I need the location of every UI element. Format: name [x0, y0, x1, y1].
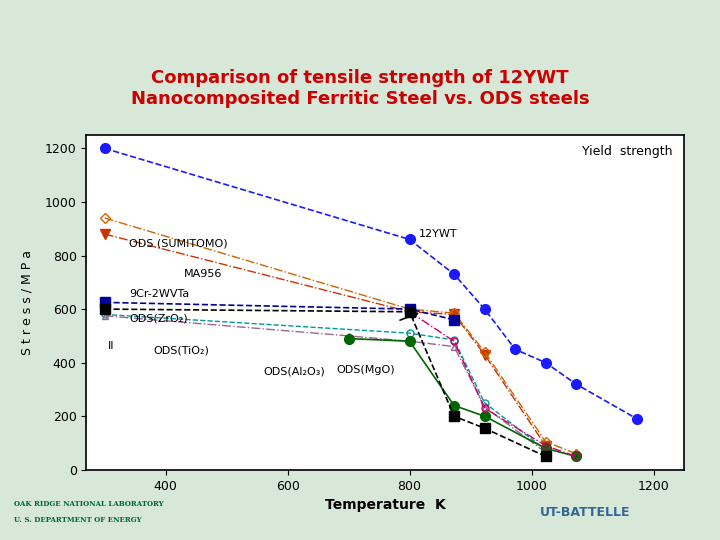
Text: Yield  strength: Yield strength: [582, 145, 672, 158]
Text: 12YWT: 12YWT: [419, 229, 457, 239]
Text: ODS(TiO₂): ODS(TiO₂): [153, 345, 210, 355]
Text: ODS(Al₂O₃): ODS(Al₂O₃): [264, 367, 325, 377]
Text: ODS(ZrO₂): ODS(ZrO₂): [129, 313, 188, 323]
Text: UT-BATTELLE: UT-BATTELLE: [540, 507, 631, 519]
Text: U. S. DEPARTMENT OF ENERGY: U. S. DEPARTMENT OF ENERGY: [14, 516, 142, 524]
Text: Comparison of tensile strength of 12YWT
Nanocomposited Ferritic Steel vs. ODS st: Comparison of tensile strength of 12YWT …: [131, 69, 589, 108]
Text: ODS(MgO): ODS(MgO): [336, 366, 395, 375]
X-axis label: Temperature  K: Temperature K: [325, 498, 446, 512]
Text: ODS (SUMITOMO): ODS (SUMITOMO): [129, 238, 228, 248]
Y-axis label: S t r e s s / M P a: S t r e s s / M P a: [21, 250, 34, 355]
Text: OAK RIDGE NATIONAL LABORATORY: OAK RIDGE NATIONAL LABORATORY: [14, 500, 164, 508]
Text: MA956: MA956: [184, 269, 222, 279]
Text: 9Cr-2WVTa: 9Cr-2WVTa: [129, 289, 189, 299]
Text: II: II: [108, 341, 114, 352]
